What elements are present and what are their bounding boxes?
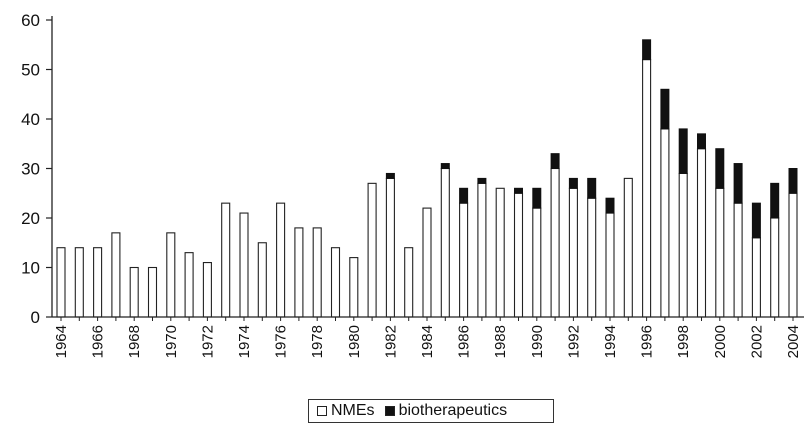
y-tick-label: 10 <box>21 259 40 278</box>
bar-nmes-1967 <box>111 232 121 318</box>
x-tick-label: 1986 <box>456 325 473 358</box>
bar-nmes-1972 <box>202 261 212 318</box>
y-tick-label: 0 <box>31 308 40 327</box>
legend-label-nmes: NMEs <box>331 402 375 419</box>
bar-nmes-1986 <box>459 202 469 318</box>
bar-nmes-1999 <box>696 148 707 318</box>
bar-biotherapeutics-1982 <box>385 172 395 179</box>
y-tick-label: 50 <box>21 61 40 80</box>
x-tick-label: 2002 <box>748 325 765 358</box>
legend-label-biotherapeutics: biotherapeutics <box>398 402 508 419</box>
bar-biotherapeutics-1986 <box>459 187 469 204</box>
bar-nmes-1982 <box>385 177 395 318</box>
bar-biotherapeutics-2000 <box>715 148 725 189</box>
bar-nmes-1998 <box>678 172 688 318</box>
bar-biotherapeutics-1987 <box>477 177 487 184</box>
bar-nmes-1976 <box>276 202 286 318</box>
x-tick-label: 1996 <box>639 325 656 358</box>
bar-nmes-1983 <box>404 247 414 318</box>
bar-nmes-1990 <box>532 207 542 318</box>
bar-biotherapeutics-1985 <box>440 163 450 170</box>
bar-biotherapeutics-1998 <box>678 128 688 174</box>
bar-nmes-2002 <box>751 237 761 318</box>
x-tick-label: 2004 <box>785 325 802 358</box>
x-axis: 1964 1966 1968 1970 1972 1974 1976 1978 1980 1982… <box>52 316 804 358</box>
bar-biotherapeutics-1991 <box>550 153 560 169</box>
bar-nmes-1995 <box>623 177 633 318</box>
bar-nmes-1984 <box>422 207 432 318</box>
bar-nmes-1988 <box>495 187 505 318</box>
bar-biotherapeutics-1993 <box>587 177 597 199</box>
x-tick-label: 1990 <box>529 325 546 358</box>
bar-nmes-1996 <box>642 59 652 318</box>
y-axis: 0 10 20 30 40 50 60 <box>21 11 53 327</box>
bar-nmes-1973 <box>221 202 231 318</box>
bar-nmes-1970 <box>166 232 176 318</box>
x-tick-label: 1966 <box>90 325 107 358</box>
x-tick-label: 1980 <box>346 325 363 358</box>
bar-nmes-1979 <box>330 247 341 318</box>
bar-nmes-2001 <box>733 202 743 318</box>
bar-nmes-1997 <box>660 128 670 318</box>
bar-nmes-1985 <box>440 167 450 318</box>
x-tick-label: 1988 <box>492 325 509 358</box>
bar-nmes-1989 <box>513 192 524 318</box>
x-tick-label: 1998 <box>675 325 692 358</box>
bar-nmes-1971 <box>184 252 194 318</box>
x-tick-label: 1994 <box>602 325 619 358</box>
bar-biotherapeutics-1997 <box>660 88 670 130</box>
bar-biotherapeutics-1999 <box>697 133 706 150</box>
y-tick-label: 60 <box>21 11 40 30</box>
bar-nmes-1974 <box>239 212 249 318</box>
bar-biotherapeutics-1994 <box>605 197 615 214</box>
x-tick-label: 1984 <box>419 325 436 358</box>
bar-nmes-1977 <box>294 227 304 318</box>
x-tick-label: 1972 <box>199 325 216 358</box>
bar-nmes-1980 <box>349 257 359 318</box>
bar-nmes-1981 <box>367 182 377 318</box>
bar-nmes-1966 <box>93 247 103 318</box>
y-tick-label: 20 <box>21 209 40 228</box>
y-tick-label: 40 <box>21 110 40 129</box>
x-tick-label: 2000 <box>712 325 729 358</box>
x-tick-label: 1968 <box>126 325 143 358</box>
bar-nmes-1992 <box>568 187 578 318</box>
legend-swatch-nmes <box>317 406 327 416</box>
x-tick-label: 1974 <box>236 325 253 358</box>
bar-biotherapeutics-2001 <box>733 163 743 204</box>
bar-biotherapeutics-2004 <box>788 168 798 194</box>
bar-biotherapeutics-1990 <box>532 187 542 209</box>
bar-nmes-1969 <box>147 266 158 318</box>
bars <box>56 39 798 318</box>
bar-biotherapeutics-1992 <box>568 177 578 189</box>
legend: NMEs biotherapeutics <box>308 399 554 423</box>
bar-nmes-2000 <box>715 187 725 318</box>
bar-nmes-1993 <box>587 197 597 318</box>
y-tick-label: 30 <box>21 160 40 179</box>
bar-nmes-2003 <box>770 217 780 318</box>
legend-swatch-biotherapeutics <box>384 406 395 416</box>
bar-nmes-1987 <box>477 182 487 318</box>
bar-nmes-1975 <box>257 242 267 318</box>
bar-biotherapeutics-1996 <box>642 39 652 61</box>
x-tick-label: 1964 <box>53 325 70 358</box>
bar-nmes-2004 <box>788 192 798 318</box>
bar-nmes-1994 <box>605 212 615 318</box>
x-tick-label: 1970 <box>163 325 180 358</box>
x-tick-label: 1976 <box>273 325 290 358</box>
bar-nmes-1964 <box>56 247 66 318</box>
x-tick-label: 1982 <box>382 325 399 358</box>
x-tick-label: 1992 <box>565 325 582 358</box>
bar-nmes-1991 <box>550 167 560 318</box>
bar-nmes-1978 <box>312 227 322 318</box>
bar-biotherapeutics-2003 <box>770 182 780 219</box>
bar-biotherapeutics-1989 <box>514 187 523 194</box>
x-tick-label: 1978 <box>309 325 326 358</box>
bar-nmes-1965 <box>74 247 84 318</box>
bar-biotherapeutics-2002 <box>751 202 761 239</box>
bar-nmes-1968 <box>129 266 139 318</box>
